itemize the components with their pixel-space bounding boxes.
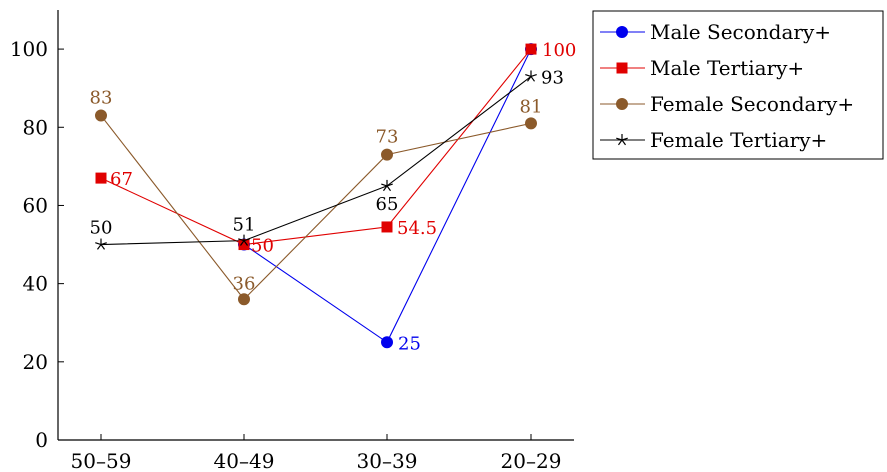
series-1-point-3	[525, 43, 537, 55]
series-lines	[100, 48, 532, 344]
legend-item: Male Secondary+	[600, 20, 831, 44]
data-label: 36	[233, 273, 256, 294]
axes: 0 20 40 60 80 100 50–59 40–49 30–39 20–29	[10, 10, 574, 472]
series-1-point-2	[381, 221, 393, 233]
legend-swatch-marker	[616, 134, 628, 146]
y-tick-label: 80	[23, 115, 48, 139]
data-label: 51	[233, 215, 256, 236]
data-label: 65	[376, 194, 399, 215]
series-1-point-1	[238, 239, 250, 251]
legend-box	[592, 10, 884, 160]
legend-item: Female Secondary+	[600, 92, 854, 116]
x-tick-label: 50–59	[71, 449, 132, 472]
series-line-1	[100, 48, 532, 246]
data-label: 50	[90, 218, 113, 239]
y-tick-label: 0	[35, 428, 48, 452]
series-2-point-3	[525, 117, 537, 130]
x-tick-label: 30–39	[357, 449, 418, 472]
series-line-3	[100, 76, 532, 246]
legend: Male Secondary+ Male Tertiary+ Female Seco…	[592, 10, 884, 160]
y-tick-label: 60	[23, 193, 48, 217]
legend-label: Male Secondary+	[650, 20, 831, 44]
data-label: 100	[542, 40, 576, 61]
data-label: 25	[398, 333, 421, 354]
series-0-point-2	[381, 336, 393, 349]
data-label: 93	[541, 67, 564, 88]
series-3-point-2	[381, 179, 393, 192]
series-2-point-1	[238, 293, 250, 306]
series-markers	[95, 43, 537, 349]
legend-swatch-marker	[616, 98, 628, 110]
data-label: 83	[90, 88, 113, 109]
series-1-point-0	[95, 172, 107, 184]
series-line-2	[100, 115, 532, 301]
legend-item: Female Tertiary+	[600, 128, 827, 152]
series-2-point-0	[95, 109, 107, 122]
legend-swatch-marker	[616, 62, 628, 74]
data-label: 50	[251, 236, 274, 257]
x-tick-label: 40–49	[214, 449, 275, 472]
data-label: 73	[376, 127, 399, 148]
series-3-point-3	[525, 70, 537, 82]
series-2-point-2	[381, 148, 393, 161]
y-tick-label: 40	[23, 272, 48, 296]
data-label: 81	[520, 96, 543, 117]
series-3-point-0	[95, 238, 107, 250]
legend-label: Female Secondary+	[650, 92, 854, 116]
x-tick-label: 20–29	[501, 449, 562, 472]
legend-swatch-marker	[616, 26, 628, 38]
data-label: 54.5	[397, 218, 437, 239]
legend-label: Male Tertiary+	[650, 56, 804, 80]
data-label: 67	[110, 169, 133, 190]
legend-label: Female Tertiary+	[650, 128, 827, 152]
series-3-point-1	[238, 234, 250, 246]
legend-item: Male Tertiary+	[600, 56, 804, 80]
y-tick-label: 100	[10, 37, 48, 61]
y-tick-label: 20	[23, 350, 48, 374]
